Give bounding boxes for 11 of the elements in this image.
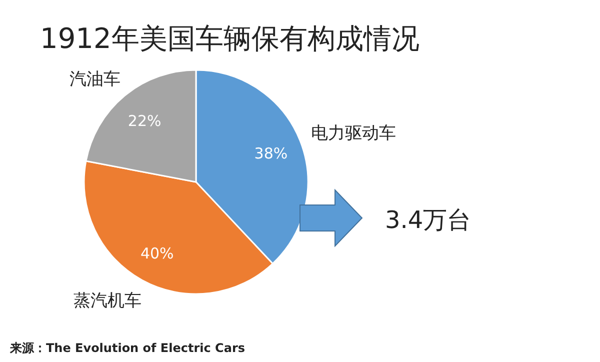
source-note: 来源：The Evolution of Electric Cars: [9, 341, 246, 355]
pie-slice: [85, 69, 197, 183]
text: 3.4万台: [385, 206, 472, 234]
slice-label: 汽油车: [69, 69, 120, 90]
slice-label: 电力驱动车: [310, 124, 396, 144]
data-label: 38%: [254, 144, 288, 162]
data-label: 40%: [140, 244, 174, 263]
chart-title: 1912年美国车辆保有构成情况: [40, 22, 420, 55]
data-label: 22%: [128, 112, 162, 130]
pie-slice: [195, 69, 309, 264]
slice-label: 蒸汽机车: [73, 290, 142, 311]
